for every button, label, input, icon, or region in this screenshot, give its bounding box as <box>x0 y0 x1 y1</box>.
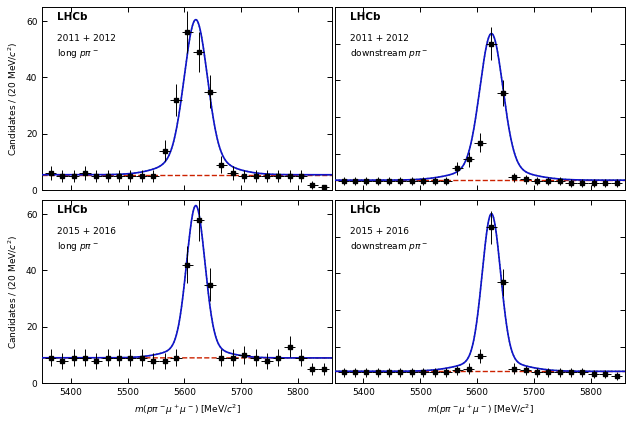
Text: LHCb: LHCb <box>57 12 87 22</box>
Text: 2011 + 2012
downstream $p\pi^-$: 2011 + 2012 downstream $p\pi^-$ <box>349 34 428 60</box>
Text: 2015 + 2016
downstream $p\pi^-$: 2015 + 2016 downstream $p\pi^-$ <box>349 227 428 253</box>
X-axis label: $m(p\pi^-\mu^+\mu^-)$ [MeV/$c^2$]: $m(p\pi^-\mu^+\mu^-)$ [MeV/$c^2$] <box>134 403 241 417</box>
Text: LHCb: LHCb <box>349 205 380 215</box>
Text: 2011 + 2012
long $p\pi^-$: 2011 + 2012 long $p\pi^-$ <box>57 34 116 60</box>
Text: LHCb: LHCb <box>349 12 380 22</box>
Text: 2015 + 2016
long $p\pi^-$: 2015 + 2016 long $p\pi^-$ <box>57 227 116 253</box>
X-axis label: $m(p\pi^-\mu^+\mu^-)$ [MeV/$c^2$]: $m(p\pi^-\mu^+\mu^-)$ [MeV/$c^2$] <box>427 403 533 417</box>
Y-axis label: Candidates / (20 MeV/$c^2$): Candidates / (20 MeV/$c^2$) <box>7 234 20 349</box>
Text: LHCb: LHCb <box>57 205 87 215</box>
Y-axis label: Candidates / (20 MeV/$c^2$): Candidates / (20 MeV/$c^2$) <box>7 42 20 156</box>
